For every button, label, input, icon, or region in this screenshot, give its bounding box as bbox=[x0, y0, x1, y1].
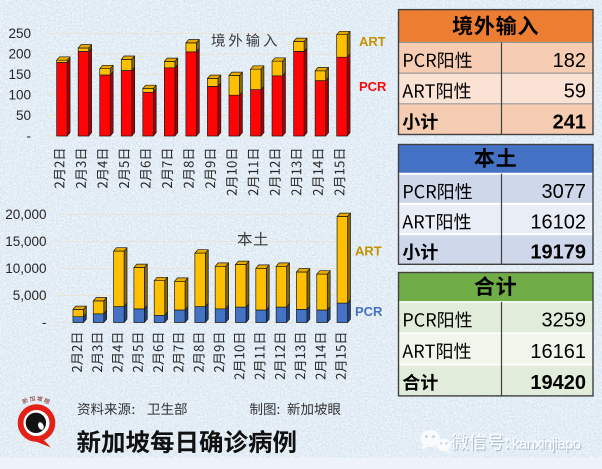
svg-text:ART: ART bbox=[359, 34, 386, 49]
svg-text:kanxinjiapo: kanxinjiapo bbox=[512, 436, 581, 453]
svg-text:20,000: 20,000 bbox=[5, 207, 46, 222]
svg-text:10,000: 10,000 bbox=[5, 261, 46, 276]
svg-text:5,000: 5,000 bbox=[13, 288, 47, 303]
svg-text:-: - bbox=[27, 129, 32, 144]
svg-text:-: - bbox=[42, 315, 47, 330]
svg-text:PCR: PCR bbox=[355, 304, 383, 319]
svg-text:182: 182 bbox=[553, 50, 586, 72]
svg-text:50: 50 bbox=[16, 108, 31, 123]
svg-text:241: 241 bbox=[553, 111, 586, 133]
svg-text:PCR: PCR bbox=[359, 79, 387, 94]
svg-text:100: 100 bbox=[8, 88, 31, 103]
svg-text:19420: 19420 bbox=[530, 372, 586, 394]
svg-text:3077: 3077 bbox=[542, 181, 587, 203]
svg-text:16102: 16102 bbox=[530, 211, 586, 233]
svg-text:200: 200 bbox=[8, 47, 31, 62]
svg-text:15,000: 15,000 bbox=[5, 234, 46, 249]
svg-text:59: 59 bbox=[564, 81, 586, 103]
svg-text:19179: 19179 bbox=[530, 242, 586, 264]
svg-text:3259: 3259 bbox=[542, 310, 587, 332]
svg-text:kanxinjiapo: kanxinjiapo bbox=[513, 437, 582, 454]
svg-text:150: 150 bbox=[8, 67, 31, 82]
svg-text:250: 250 bbox=[8, 26, 31, 41]
svg-text:ART: ART bbox=[355, 244, 382, 259]
svg-text:16161: 16161 bbox=[530, 341, 586, 363]
